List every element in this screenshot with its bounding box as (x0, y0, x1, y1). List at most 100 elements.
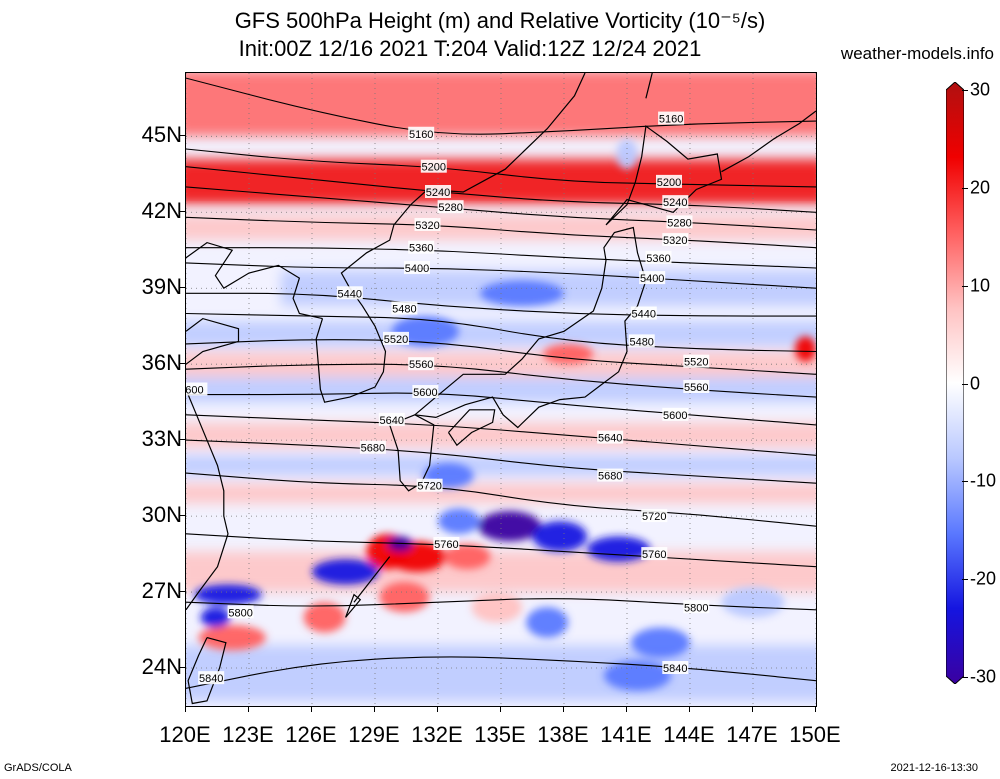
contour-label: 5520 (684, 357, 708, 369)
colorbar-label: 30 (970, 79, 991, 100)
coastline-hokkaido (605, 125, 723, 226)
lon-label: 129E (348, 722, 400, 747)
lat-label: 42N (141, 198, 182, 224)
vorticity-band (186, 73, 816, 137)
chart-title: GFS 500hPa Height (m) and Relative Vorti… (234, 8, 766, 33)
colorbar-label: 20 (970, 177, 991, 198)
contour-label: 5440 (632, 309, 656, 321)
coastline-shikoku (447, 409, 496, 447)
contour-label: 5560 (684, 382, 708, 394)
vorticity-band (186, 214, 816, 241)
contour-label-bg (662, 195, 689, 209)
contour-5240 (186, 166, 816, 213)
contour-label: 5600 (663, 410, 687, 422)
contour-label-bg (198, 671, 225, 685)
contour-label: 5720 (642, 511, 666, 523)
contour-label-bg (412, 385, 439, 399)
vorticity-cell (543, 343, 594, 365)
contour-label: 5440 (338, 288, 362, 300)
contour-label: 5640 (598, 433, 622, 445)
contour-label-bg (641, 547, 668, 561)
contour-label: 5400 (405, 263, 429, 275)
contour-label: 5760 (642, 549, 666, 561)
contour-label-bg (662, 407, 689, 421)
vorticity-cell (303, 602, 346, 633)
lon-label: 144E (663, 722, 715, 747)
contour-5840 (186, 656, 816, 689)
contour-label: 5800 (684, 602, 708, 614)
lat-tick (179, 667, 185, 669)
vorticity-cell (616, 138, 638, 170)
contour-label: 600 (186, 385, 204, 397)
lon-tick (374, 706, 375, 712)
lon-label: 135E (474, 722, 526, 747)
contour-5480 (186, 312, 816, 353)
vorticity-cell (526, 607, 569, 638)
contour-label: 5800 (228, 607, 252, 619)
lon-label: 123E (222, 722, 274, 747)
vorticity-cell (532, 521, 588, 552)
contour-label-bg (408, 126, 435, 140)
contour-label: 5760 (434, 539, 458, 551)
contour-label-bg (662, 233, 689, 247)
contour-5280 (186, 186, 816, 231)
contour-label-bg (186, 382, 208, 396)
contour-label: 5560 (409, 359, 433, 371)
colorbar-label: -20 (970, 568, 997, 589)
contour-label-bg (666, 215, 693, 229)
vorticity-blobs (194, 138, 816, 691)
vorticity-cell (379, 581, 430, 613)
contour-label-bg (683, 379, 710, 393)
lon-label: 132E (411, 722, 463, 747)
lon-tick (815, 706, 816, 712)
vorticity-cell (312, 559, 380, 585)
vorticity-band (186, 455, 816, 476)
contour-label-bg (425, 185, 451, 199)
lat-tick (179, 439, 185, 441)
colorbar-tick (962, 383, 968, 385)
vorticity-cell (194, 584, 262, 605)
colorbar (946, 82, 964, 684)
contour-label-bg (656, 174, 682, 188)
colorbar-tick (962, 187, 968, 189)
lon-tick (563, 706, 564, 712)
contour-label-bg (416, 478, 443, 492)
lat-tick (179, 211, 185, 213)
vorticity-cell (438, 508, 480, 534)
vorticity-cell (795, 336, 816, 362)
software-credit: GrADS/COLA (4, 762, 72, 774)
contour-label: 5240 (426, 187, 450, 199)
contour-5640 (186, 414, 816, 456)
contour-label-bg (404, 260, 430, 274)
contour-label: 5320 (663, 235, 687, 247)
contour-label-bg (383, 331, 409, 345)
lat-tick (179, 135, 185, 137)
contour-label-bg (683, 354, 710, 368)
colorbar-ramp (946, 82, 964, 684)
graticule (186, 73, 816, 706)
lon-tick (626, 706, 627, 712)
lon-label: 141E (600, 722, 652, 747)
colorbar-tick (962, 285, 968, 287)
vorticity-cell (471, 592, 522, 623)
lat-tick (179, 363, 185, 365)
contour-5320 (186, 216, 816, 249)
contour-label-bg (414, 217, 441, 231)
contour-label: 5320 (415, 220, 439, 232)
lat-label: 30N (141, 502, 182, 528)
contour-label: 5360 (646, 253, 670, 265)
contour-label: 5160 (659, 114, 683, 126)
contour-label-bg (359, 440, 386, 454)
lon-label: 147E (726, 722, 778, 747)
contour-label: 5160 (409, 129, 433, 141)
lon-label: 150E (789, 722, 841, 747)
contour-label: 5360 (409, 243, 433, 255)
contour-label-bg (336, 286, 363, 300)
vorticity-cell (603, 660, 672, 691)
lon-label: 120E (159, 722, 211, 747)
coastline-sakhalin (645, 73, 653, 99)
contour-label-bg (437, 200, 464, 214)
lat-label: 24N (141, 654, 182, 680)
lat-label: 39N (141, 274, 182, 300)
contour-label: 5840 (663, 663, 687, 675)
